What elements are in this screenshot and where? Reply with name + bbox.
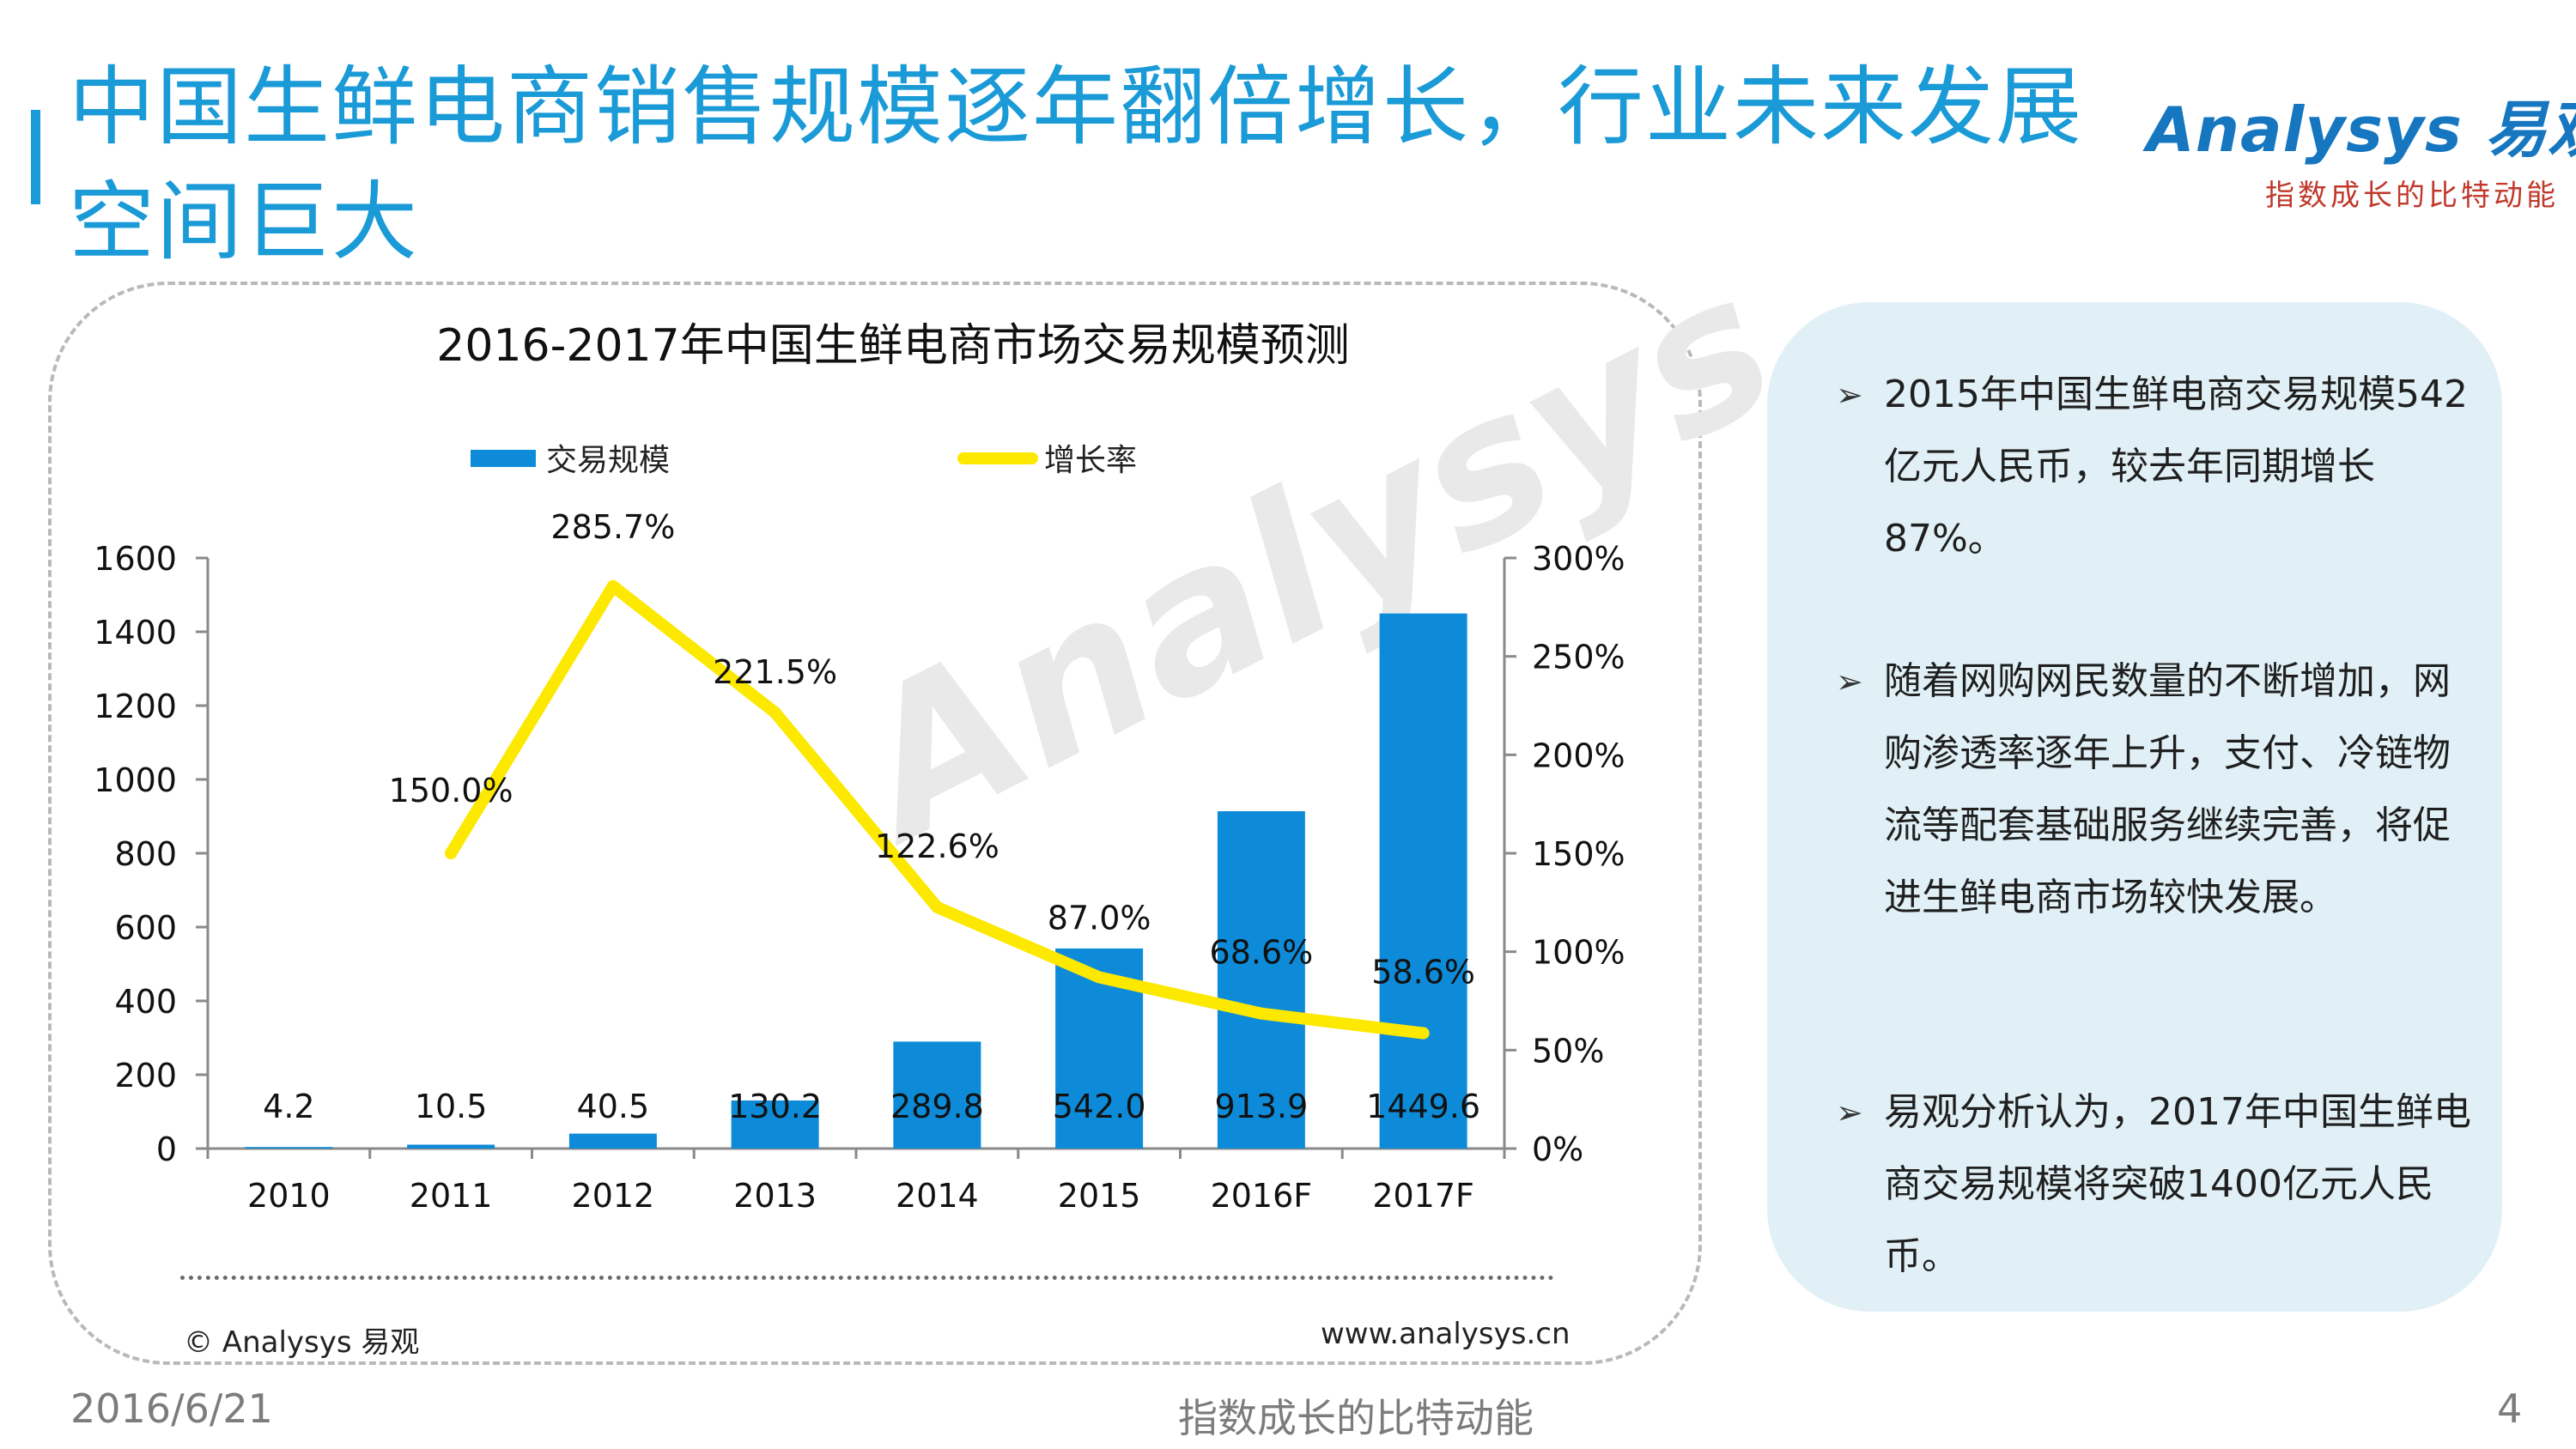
bar	[568, 1133, 657, 1149]
bar-value-label: 913.9	[1214, 1088, 1308, 1125]
growth-value-label: 58.6%	[1371, 954, 1475, 991]
bar	[1379, 613, 1467, 1149]
footer-date: 2016/6/21	[70, 1385, 273, 1432]
x-tick-label: 2016F	[1211, 1177, 1313, 1215]
growth-point	[1093, 971, 1106, 984]
summary-bullet-2: ➢ 随着网购网民数量的不断增加，网购渗透率逐年上升，支付、冷链物流等配套基础服务…	[1836, 646, 2471, 934]
growth-value-label: 221.5%	[713, 653, 837, 691]
y-right-tick-label: 300%	[1532, 540, 1625, 578]
x-tick-label: 2017F	[1372, 1177, 1474, 1215]
x-tick-label: 2013	[733, 1177, 817, 1215]
x-tick-label: 2010	[247, 1177, 331, 1215]
growth-value-label: 87.0%	[1048, 899, 1151, 937]
bar	[245, 1147, 333, 1149]
legend-label-line: 增长率	[1044, 443, 1137, 478]
bar	[731, 1100, 819, 1149]
summary-bullet-1: ➢ 2015年中国生鲜电商交易规模542亿元人民币，较去年同期增长87%。	[1836, 359, 2471, 575]
x-tick-label: 2012	[572, 1177, 655, 1215]
summary-panel: ➢ 2015年中国生鲜电商交易规模542亿元人民币，较去年同期增长87%。 ➢ …	[1767, 302, 2502, 1312]
chart-title: 2016-2017年中国生鲜电商市场交易规模预测	[436, 320, 1349, 372]
summary-bullet-text: 随着网购网民数量的不断增加，网购渗透率逐年上升，支付、冷链物流等配套基础服务继续…	[1884, 659, 2451, 919]
y-left-tick-label: 0	[156, 1131, 177, 1168]
bar	[893, 1041, 981, 1149]
growth-point	[1255, 1007, 1267, 1020]
y-right-tick-label: 100%	[1532, 934, 1625, 972]
bar-value-label: 10.5	[415, 1088, 488, 1125]
bar-value-label: 4.2	[263, 1088, 314, 1125]
chart-frame	[48, 282, 1702, 1365]
legend-swatch-bars	[471, 450, 536, 467]
bullet-arrow-icon: ➢	[1836, 663, 1863, 700]
growth-point	[1417, 1027, 1430, 1040]
growth-value-label: 150.0%	[389, 772, 513, 809]
growth-value-label: 122.6%	[875, 828, 999, 865]
y-right-tick-label: 0%	[1532, 1131, 1583, 1168]
y-left-tick-label: 1600	[94, 540, 177, 578]
source-copyright: © Analysys 易观	[184, 1325, 420, 1360]
y-left-tick-label: 800	[114, 835, 177, 873]
bar	[407, 1144, 495, 1149]
y-left-tick-label: 400	[114, 983, 177, 1021]
y-right-tick-label: 250%	[1532, 639, 1625, 676]
legend-label-bars: 交易规模	[546, 443, 670, 478]
growth-value-label: 285.7%	[550, 508, 675, 546]
bar-value-label: 542.0	[1053, 1088, 1146, 1125]
bar-value-label: 40.5	[577, 1088, 650, 1125]
summary-bullet-3: ➢ 易观分析认为，2017年中国生鲜电商交易规模将突破1400亿元人民币。	[1836, 1076, 2471, 1293]
y-left-tick-label: 1400	[94, 614, 177, 652]
bullet-arrow-icon: ➢	[1836, 376, 1863, 414]
page-number: 4	[2497, 1385, 2523, 1432]
source-url: www.analysys.cn	[1321, 1317, 1571, 1351]
x-tick-label: 2015	[1058, 1177, 1141, 1215]
footer-tagline: 指数成长的比特动能	[1178, 1395, 1534, 1441]
summary-bullet-text: 2015年中国生鲜电商交易规模542亿元人民币，较去年同期增长87%。	[1884, 373, 2468, 561]
bar-value-label: 1449.6	[1366, 1088, 1480, 1125]
bullet-arrow-icon: ➢	[1836, 1094, 1863, 1131]
bar-value-label: 289.8	[890, 1088, 984, 1125]
y-left-tick-label: 600	[114, 909, 177, 947]
slide-title: 中国生鲜电商销售规模逐年翻倍增长，行业未来发展空间巨大	[69, 57, 2083, 272]
growth-value-label: 68.6%	[1210, 934, 1314, 972]
analysys-logo: Analysys 易观 指数成长的比特动能	[2147, 79, 2576, 216]
logo-tagline: 指数成长的比特动能	[2265, 179, 2559, 213]
source-divider	[180, 1276, 1554, 1280]
x-tick-label: 2014	[896, 1177, 979, 1215]
title-accent-bar	[31, 110, 40, 204]
y-right-tick-label: 200%	[1532, 737, 1625, 774]
summary-bullet-text: 易观分析认为，2017年中国生鲜电商交易规模将突破1400亿元人民币。	[1884, 1090, 2471, 1278]
growth-point	[769, 706, 781, 719]
y-right-tick-label: 50%	[1532, 1032, 1604, 1070]
bar	[1217, 811, 1305, 1149]
x-tick-label: 2011	[410, 1177, 493, 1215]
logo-wordmark: Analysys 易观	[2147, 94, 2576, 166]
y-left-tick-label: 1000	[94, 761, 177, 799]
y-left-tick-label: 1200	[94, 688, 177, 725]
y-right-tick-label: 150%	[1532, 835, 1625, 873]
bar-value-label: 130.2	[728, 1088, 822, 1125]
y-left-tick-label: 200	[114, 1057, 177, 1094]
growth-point	[606, 579, 619, 592]
growth-point	[931, 900, 944, 913]
growth-point	[445, 847, 458, 859]
